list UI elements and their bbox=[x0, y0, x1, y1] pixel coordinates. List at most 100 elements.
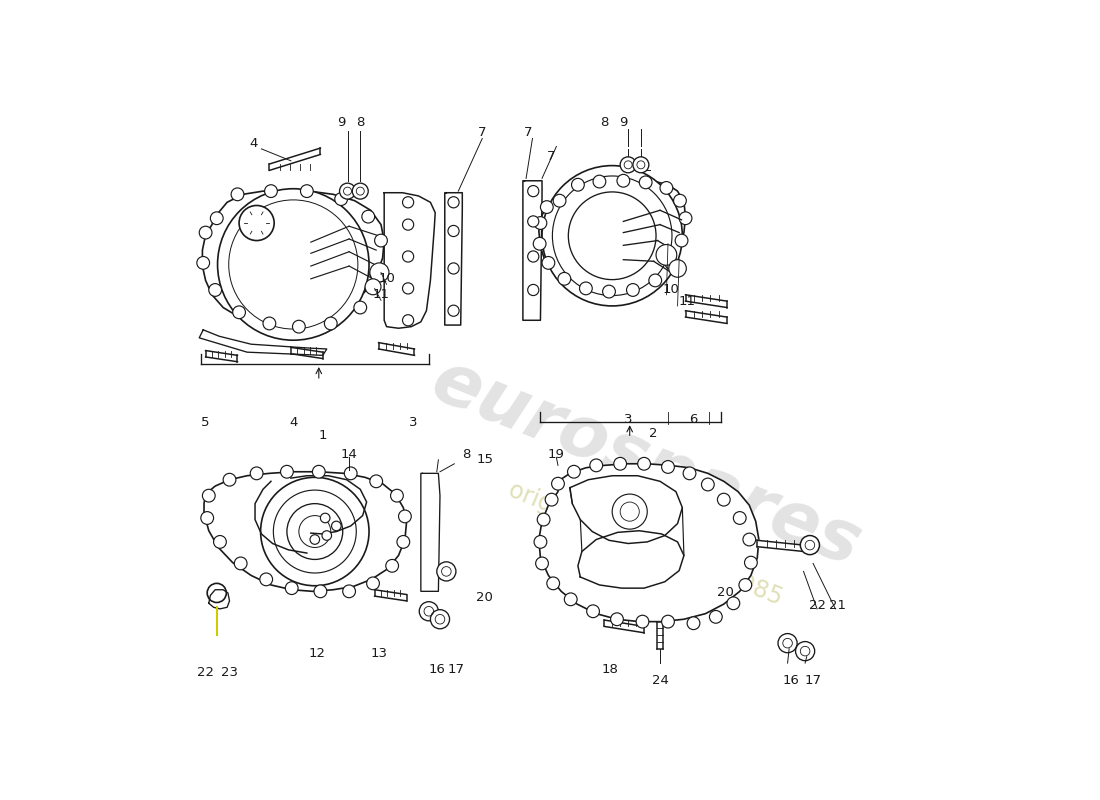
Circle shape bbox=[638, 458, 650, 470]
Circle shape bbox=[660, 182, 673, 194]
Circle shape bbox=[331, 521, 341, 530]
Circle shape bbox=[202, 490, 216, 502]
Circle shape bbox=[231, 188, 244, 201]
Circle shape bbox=[365, 279, 381, 294]
Circle shape bbox=[528, 216, 539, 227]
Polygon shape bbox=[757, 540, 803, 551]
Circle shape bbox=[801, 535, 820, 554]
Circle shape bbox=[537, 514, 550, 526]
Circle shape bbox=[610, 613, 624, 626]
Text: 3: 3 bbox=[624, 414, 632, 426]
Circle shape bbox=[778, 634, 798, 653]
Text: 1: 1 bbox=[319, 429, 327, 442]
Text: 20: 20 bbox=[476, 591, 493, 604]
Polygon shape bbox=[685, 294, 727, 307]
Circle shape bbox=[370, 263, 389, 282]
Circle shape bbox=[603, 286, 615, 298]
Circle shape bbox=[343, 585, 355, 598]
Circle shape bbox=[280, 466, 294, 478]
Circle shape bbox=[688, 617, 700, 630]
Circle shape bbox=[324, 317, 337, 330]
Text: 17: 17 bbox=[448, 663, 464, 676]
Circle shape bbox=[534, 238, 546, 250]
Circle shape bbox=[320, 514, 330, 522]
Circle shape bbox=[535, 535, 547, 548]
Circle shape bbox=[558, 273, 571, 285]
Circle shape bbox=[614, 458, 627, 470]
Text: 4: 4 bbox=[250, 137, 257, 150]
Polygon shape bbox=[421, 474, 440, 591]
Circle shape bbox=[627, 284, 639, 296]
Circle shape bbox=[536, 557, 549, 570]
Circle shape bbox=[250, 467, 263, 480]
Circle shape bbox=[386, 559, 398, 572]
Text: 5: 5 bbox=[201, 416, 210, 429]
Text: 10: 10 bbox=[378, 272, 395, 286]
Circle shape bbox=[314, 585, 327, 598]
Circle shape bbox=[344, 467, 358, 480]
Text: 16: 16 bbox=[428, 663, 446, 676]
Circle shape bbox=[528, 186, 539, 197]
Circle shape bbox=[675, 234, 688, 247]
Polygon shape bbox=[539, 464, 759, 622]
Circle shape bbox=[300, 185, 313, 198]
Polygon shape bbox=[209, 590, 230, 609]
Text: 7: 7 bbox=[548, 150, 556, 163]
Circle shape bbox=[742, 533, 756, 546]
Circle shape bbox=[613, 494, 647, 529]
Polygon shape bbox=[206, 350, 238, 362]
Circle shape bbox=[683, 467, 696, 480]
Circle shape bbox=[218, 189, 368, 340]
Text: 20: 20 bbox=[717, 586, 734, 599]
Text: 19: 19 bbox=[548, 448, 564, 461]
Circle shape bbox=[568, 466, 581, 478]
Polygon shape bbox=[522, 181, 542, 320]
Circle shape bbox=[260, 573, 273, 586]
Text: 8: 8 bbox=[462, 448, 471, 461]
Circle shape bbox=[403, 314, 414, 326]
Circle shape bbox=[197, 257, 210, 270]
Circle shape bbox=[285, 582, 298, 594]
Polygon shape bbox=[604, 620, 645, 633]
Text: 9: 9 bbox=[337, 116, 345, 129]
Text: 3: 3 bbox=[408, 416, 417, 429]
Circle shape bbox=[199, 226, 212, 239]
Circle shape bbox=[233, 306, 245, 318]
Circle shape bbox=[620, 157, 636, 173]
Circle shape bbox=[448, 226, 459, 237]
Text: 13: 13 bbox=[370, 647, 387, 660]
Circle shape bbox=[739, 578, 751, 591]
Circle shape bbox=[209, 284, 221, 296]
Polygon shape bbox=[444, 193, 462, 325]
Circle shape bbox=[397, 535, 409, 548]
Circle shape bbox=[661, 615, 674, 628]
Circle shape bbox=[632, 157, 649, 173]
Circle shape bbox=[263, 317, 276, 330]
Circle shape bbox=[403, 197, 414, 208]
Polygon shape bbox=[199, 330, 327, 355]
Circle shape bbox=[542, 166, 682, 306]
Circle shape bbox=[448, 263, 459, 274]
Circle shape bbox=[448, 197, 459, 208]
Polygon shape bbox=[539, 181, 685, 291]
Text: 11: 11 bbox=[373, 288, 389, 302]
Text: 7: 7 bbox=[478, 126, 486, 139]
Text: 23: 23 bbox=[221, 666, 238, 679]
Circle shape bbox=[734, 512, 746, 524]
Text: original parts since 1985: original parts since 1985 bbox=[505, 478, 786, 610]
Circle shape bbox=[340, 183, 355, 199]
Text: 18: 18 bbox=[602, 663, 618, 676]
Text: 22: 22 bbox=[808, 599, 826, 612]
Text: eurospares: eurospares bbox=[421, 346, 870, 582]
Circle shape bbox=[710, 610, 723, 623]
Circle shape bbox=[656, 245, 676, 266]
Text: 8: 8 bbox=[356, 116, 364, 129]
Circle shape bbox=[673, 194, 686, 207]
Circle shape bbox=[334, 193, 348, 206]
Circle shape bbox=[223, 474, 235, 486]
Circle shape bbox=[210, 212, 223, 225]
Circle shape bbox=[352, 183, 368, 199]
Circle shape bbox=[535, 217, 547, 230]
Circle shape bbox=[234, 557, 248, 570]
Text: 24: 24 bbox=[651, 674, 669, 687]
